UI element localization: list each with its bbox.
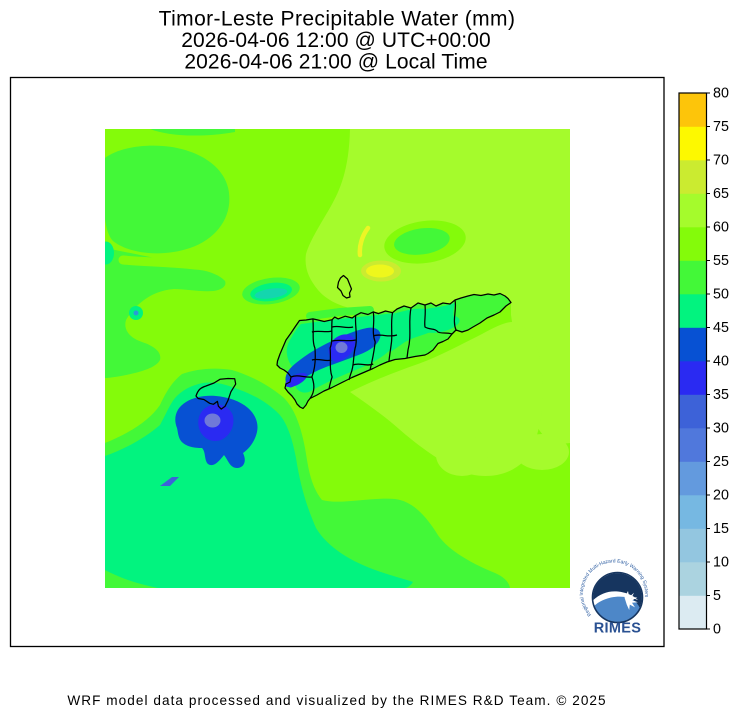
svg-text:70: 70 (713, 153, 729, 169)
svg-text:10: 10 (713, 555, 729, 571)
svg-text:0: 0 (713, 622, 721, 638)
svg-text:80: 80 (713, 86, 729, 102)
svg-text:45: 45 (713, 320, 729, 336)
svg-text:WRF model data processed and v: WRF model data processed and visualized … (67, 693, 606, 708)
svg-text:55: 55 (713, 253, 729, 269)
svg-text:25: 25 (713, 454, 729, 470)
svg-text:30: 30 (713, 421, 729, 437)
svg-text:15: 15 (713, 521, 729, 537)
svg-text:75: 75 (713, 119, 729, 135)
svg-text:Timor-Leste Precipitable Water: Timor-Leste Precipitable Water (mm) (159, 8, 516, 31)
svg-text:2026-04-06 21:00 @ Local Time: 2026-04-06 21:00 @ Local Time (184, 51, 487, 74)
svg-text:20: 20 (713, 488, 729, 504)
svg-text:50: 50 (713, 287, 729, 303)
svg-text:65: 65 (713, 186, 729, 202)
svg-text:5: 5 (713, 588, 721, 604)
svg-text:RIMES: RIMES (594, 621, 641, 637)
svg-text:60: 60 (713, 220, 729, 236)
svg-text:2026-04-06 12:00 @ UTC+00:00: 2026-04-06 12:00 @ UTC+00:00 (181, 29, 491, 52)
svg-text:40: 40 (713, 354, 729, 370)
svg-text:35: 35 (713, 387, 729, 403)
